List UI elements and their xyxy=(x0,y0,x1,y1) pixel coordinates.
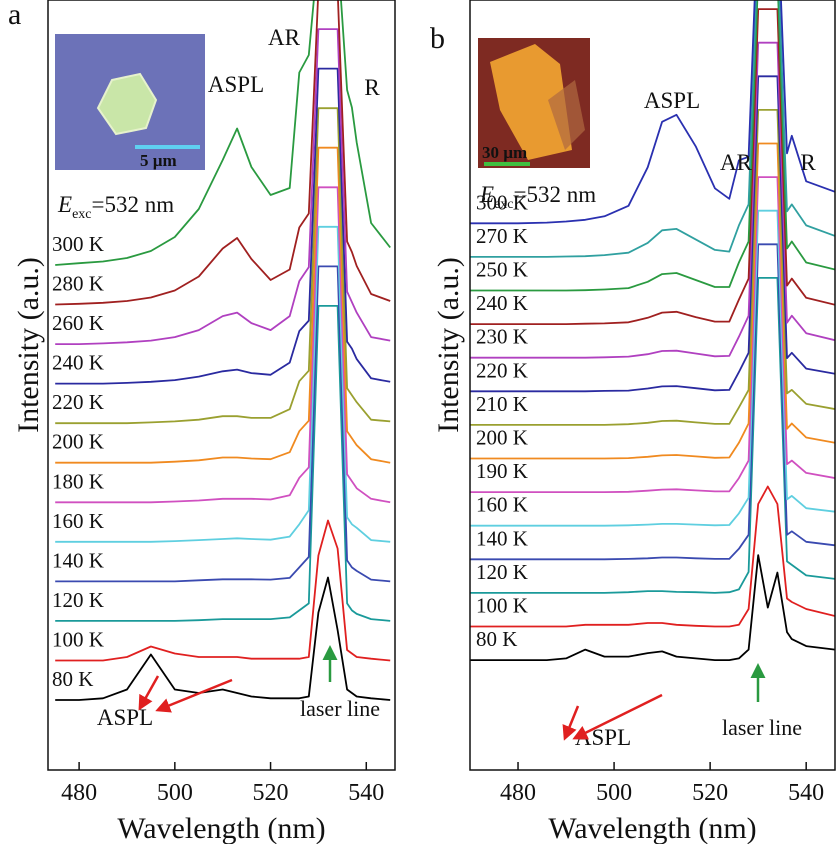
x-tick-label: 480 xyxy=(500,780,536,806)
annotation: laser line xyxy=(300,696,380,721)
annotation: ASPL xyxy=(97,705,153,730)
y-axis-title: Intensity (a.u.) xyxy=(12,257,45,433)
series-label: 300 K xyxy=(476,190,528,214)
spectrum-line xyxy=(55,107,391,425)
series-label: 280 K xyxy=(52,272,104,296)
series-label: 160 K xyxy=(52,509,104,533)
annotation: ASPL xyxy=(208,72,264,97)
spectrum-line xyxy=(470,485,835,628)
annotation: laser line xyxy=(722,715,802,740)
spectrum-line xyxy=(55,265,391,583)
spectrum-line xyxy=(55,519,391,662)
exc-symbol: E xyxy=(57,192,72,217)
series-label: 200 K xyxy=(476,426,528,450)
spectrum-line xyxy=(55,225,391,543)
spectrum-line xyxy=(55,0,391,306)
spectrum-line xyxy=(470,277,835,594)
plot-area xyxy=(55,0,391,701)
series-label: 230 K xyxy=(476,325,528,349)
flake xyxy=(490,44,572,160)
spectrum-line xyxy=(470,0,835,292)
series-label: 240 K xyxy=(476,291,528,315)
series-label: 250 K xyxy=(476,258,528,282)
series-label: 260 K xyxy=(52,311,104,335)
x-tick-label: 540 xyxy=(788,780,824,806)
x-tick-label: 520 xyxy=(253,780,289,806)
scale-label: 30 µm xyxy=(482,143,527,162)
exc-subscript: exc xyxy=(72,207,91,222)
x-axis-title: Wavelength (nm) xyxy=(548,812,756,844)
spectrum-line xyxy=(55,186,391,504)
x-tick-label: 520 xyxy=(692,780,728,806)
series-label: 220 K xyxy=(476,358,528,382)
series-label: 270 K xyxy=(476,224,528,248)
spectrum-line xyxy=(470,142,835,460)
series-label: 120 K xyxy=(52,588,104,612)
spectrum-line xyxy=(470,243,835,561)
series-label: 140 K xyxy=(52,548,104,572)
flake xyxy=(96,72,158,136)
series-label: 300 K xyxy=(52,232,104,256)
annotation: ASPL xyxy=(644,88,700,113)
spectrum-line xyxy=(470,8,835,325)
exc-value: =532 nm xyxy=(92,192,175,217)
annotation: R xyxy=(364,75,380,100)
annotation: R xyxy=(800,150,816,175)
spectrum-line xyxy=(55,67,391,385)
excitation-label: Eexc=532 nm xyxy=(57,192,174,222)
spectrum-line xyxy=(470,176,835,493)
y-axis-title: Intensity (a.u.) xyxy=(432,257,465,433)
x-tick-label: 480 xyxy=(61,780,97,806)
arrow xyxy=(562,705,580,741)
spectrum-line xyxy=(55,305,391,622)
plot-area xyxy=(470,0,835,661)
annotation: ASPL xyxy=(575,725,631,750)
spectrum-line xyxy=(470,0,835,258)
x-tick-label: 540 xyxy=(348,780,384,806)
annotation: AR xyxy=(268,25,301,50)
spectrum-line xyxy=(470,209,835,527)
series-label: 100 K xyxy=(52,627,104,651)
plot-frame xyxy=(469,0,836,771)
spectrum-line xyxy=(470,41,835,359)
panel-label: a xyxy=(8,0,21,31)
spectrum-line xyxy=(55,146,391,464)
arrow xyxy=(155,678,233,713)
exc-subscript: exc xyxy=(494,197,513,212)
series-label: 210 K xyxy=(476,392,528,416)
series-label: 180 K xyxy=(52,469,104,493)
flake-shadow xyxy=(548,80,585,150)
series-label: 120 K xyxy=(476,560,528,584)
scale-label: 5 µm xyxy=(140,151,177,170)
arrow xyxy=(572,693,663,740)
series-label: 140 K xyxy=(476,526,528,550)
spectrum-line xyxy=(55,576,391,701)
spectrum-line xyxy=(470,554,835,661)
series-label: 200 K xyxy=(52,430,104,454)
x-tick-label: 500 xyxy=(596,780,632,806)
annotation: AR xyxy=(720,150,753,175)
series-label: 100 K xyxy=(476,594,528,618)
exc-value: =532 nm xyxy=(514,182,597,207)
series-label: 160 K xyxy=(476,493,528,517)
spectrum-line xyxy=(470,0,835,225)
series-label: 190 K xyxy=(476,459,528,483)
x-tick-label: 500 xyxy=(157,780,193,806)
excitation-label: Eexc=532 nm xyxy=(479,182,596,212)
series-label: 220 K xyxy=(52,390,104,414)
plot-frame xyxy=(47,0,396,771)
spectrum-line xyxy=(470,109,835,426)
arrow xyxy=(138,675,160,711)
spectrum-line xyxy=(55,28,391,345)
series-label: 80 K xyxy=(476,627,517,651)
x-axis-title: Wavelength (nm) xyxy=(117,812,325,844)
series-label: 240 K xyxy=(52,351,104,375)
spectrum-line xyxy=(55,0,391,266)
exc-symbol: E xyxy=(479,182,494,207)
panel-label: b xyxy=(430,22,445,55)
series-label: 80 K xyxy=(52,667,93,691)
spectrum-line xyxy=(470,75,835,393)
